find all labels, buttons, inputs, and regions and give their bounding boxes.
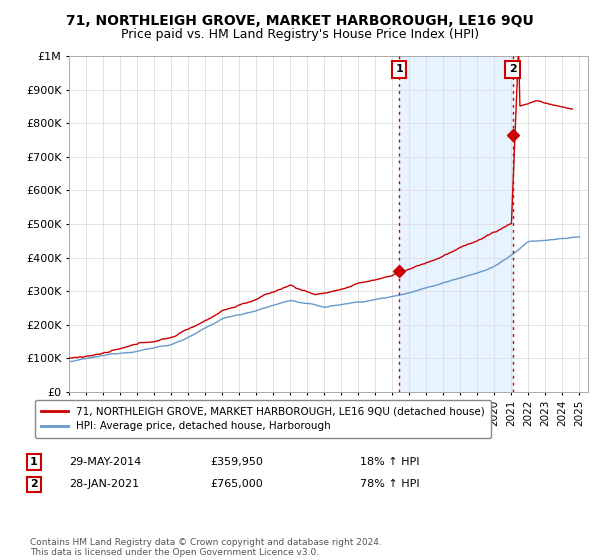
Text: £765,000: £765,000 bbox=[210, 479, 263, 489]
Text: Contains HM Land Registry data © Crown copyright and database right 2024.
This d: Contains HM Land Registry data © Crown c… bbox=[30, 538, 382, 557]
Text: 28-JAN-2021: 28-JAN-2021 bbox=[69, 479, 139, 489]
Text: Price paid vs. HM Land Registry's House Price Index (HPI): Price paid vs. HM Land Registry's House … bbox=[121, 28, 479, 41]
Text: 1: 1 bbox=[30, 457, 38, 467]
Legend: 71, NORTHLEIGH GROVE, MARKET HARBOROUGH, LE16 9QU (detached house), HPI: Average: 71, NORTHLEIGH GROVE, MARKET HARBOROUGH,… bbox=[35, 400, 491, 438]
Text: 18% ↑ HPI: 18% ↑ HPI bbox=[360, 457, 419, 467]
Bar bbox=[399, 56, 512, 392]
Text: 29-MAY-2014: 29-MAY-2014 bbox=[69, 457, 141, 467]
Text: 71, NORTHLEIGH GROVE, MARKET HARBOROUGH, LE16 9QU: 71, NORTHLEIGH GROVE, MARKET HARBOROUGH,… bbox=[66, 14, 534, 28]
Text: 1: 1 bbox=[395, 64, 403, 74]
Text: 2: 2 bbox=[30, 479, 38, 489]
Text: £359,950: £359,950 bbox=[210, 457, 263, 467]
Text: 2: 2 bbox=[509, 64, 517, 74]
Text: 78% ↑ HPI: 78% ↑ HPI bbox=[360, 479, 419, 489]
